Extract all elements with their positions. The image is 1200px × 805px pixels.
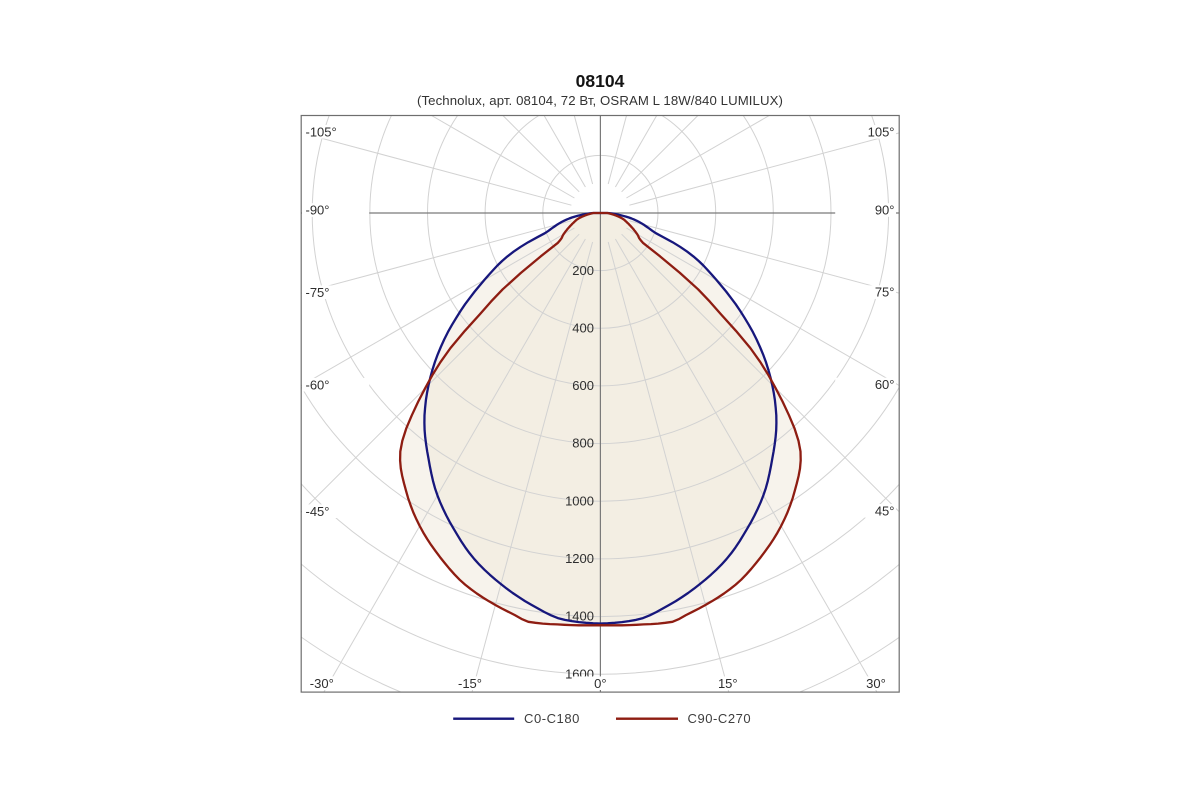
svg-text:-75°: -75° (306, 285, 330, 300)
svg-text:400: 400 (572, 320, 594, 335)
svg-text:-15°: -15° (458, 676, 482, 691)
svg-text:30°: 30° (866, 676, 886, 691)
svg-text:15°: 15° (718, 676, 738, 691)
svg-text:-105°: -105° (306, 124, 337, 139)
svg-text:1000: 1000 (565, 493, 594, 508)
svg-text:C90-C270: C90-C270 (688, 711, 752, 726)
svg-text:105°: 105° (868, 125, 895, 140)
svg-text:200: 200 (572, 263, 594, 278)
svg-text:0°: 0° (594, 676, 606, 691)
svg-text:75°: 75° (875, 285, 895, 300)
svg-text:800: 800 (572, 436, 594, 451)
svg-text:-30°: -30° (310, 676, 334, 691)
svg-text:08104: 08104 (576, 71, 625, 91)
svg-text:-45°: -45° (306, 504, 330, 519)
svg-text:45°: 45° (875, 503, 895, 518)
svg-text:C0-C180: C0-C180 (524, 711, 580, 726)
svg-text:1200: 1200 (565, 551, 594, 566)
svg-text:-90°: -90° (306, 203, 330, 218)
svg-text:600: 600 (572, 378, 594, 393)
svg-text:-60°: -60° (306, 377, 330, 392)
svg-text:60°: 60° (875, 377, 895, 392)
svg-text:(Technolux, арт. 08104, 72 Вт,: (Technolux, арт. 08104, 72 Вт, OSRAM L 1… (417, 93, 783, 108)
svg-text:90°: 90° (875, 203, 895, 218)
svg-text:1400: 1400 (565, 609, 594, 624)
